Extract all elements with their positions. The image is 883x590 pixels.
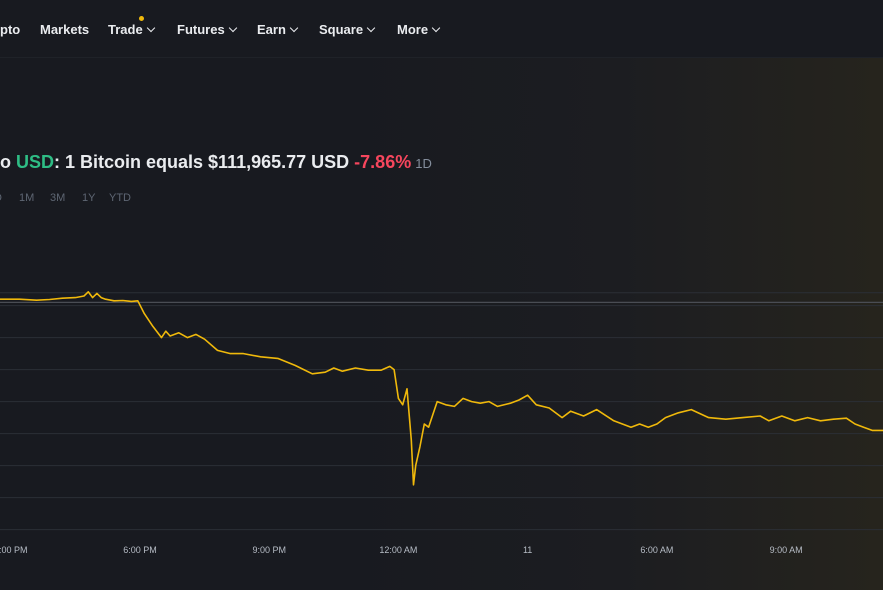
nav-item-earn[interactable]: Earn <box>257 22 299 37</box>
nav-item-buy-crypto[interactable]: pto <box>0 22 20 37</box>
range-button-1y[interactable]: 1Y <box>82 192 96 204</box>
nav-item-label: Square <box>319 22 364 37</box>
top-navigation: pto Markets Trade Futures Earn Square Mo… <box>0 0 883 58</box>
x-tick-label: 3:00 PM <box>0 545 28 555</box>
notification-dot <box>139 16 144 21</box>
x-tick-label: 12:00 AM <box>379 545 417 555</box>
range-button-1m[interactable]: 1M <box>19 192 35 204</box>
price-line <box>0 290 883 486</box>
quote-currency[interactable]: USD <box>16 152 55 172</box>
nav-item-label: Earn <box>257 22 286 37</box>
nav-item-label: Futures <box>177 22 225 37</box>
range-button-ytd[interactable]: YTD <box>109 192 131 204</box>
nav-item-label: pto <box>0 22 21 37</box>
range-button-7d[interactable]: D <box>0 192 2 204</box>
change-period: 1D <box>415 156 432 171</box>
hero-panel <box>0 58 883 590</box>
x-tick-label: 11 <box>523 545 532 555</box>
nav-item-more[interactable]: More <box>397 22 441 37</box>
nav-item-label: More <box>397 22 429 37</box>
x-tick-label: 6:00 AM <box>640 545 673 555</box>
x-tick-label: 6:00 PM <box>123 545 157 555</box>
price-headline: o USD: 1 Bitcoin equals $111,965.77 USD … <box>0 152 432 173</box>
x-tick-label: 9:00 PM <box>252 545 286 555</box>
nav-item-label: Trade <box>108 22 143 37</box>
nav-item-markets[interactable]: Markets <box>40 22 89 37</box>
nav-item-square[interactable]: Square <box>319 22 376 37</box>
nav-item-label: Markets <box>40 22 90 37</box>
headline-prefix: o <box>0 152 16 172</box>
price-change: -7.86% <box>354 152 412 172</box>
x-tick-label: 9:00 AM <box>770 545 803 555</box>
nav-item-trade[interactable]: Trade <box>108 22 155 37</box>
range-button-3m[interactable]: 3M <box>50 192 66 204</box>
price-statement: : 1 Bitcoin equals $111,965.77 USD <box>54 152 355 172</box>
nav-item-futures[interactable]: Futures <box>177 22 237 37</box>
